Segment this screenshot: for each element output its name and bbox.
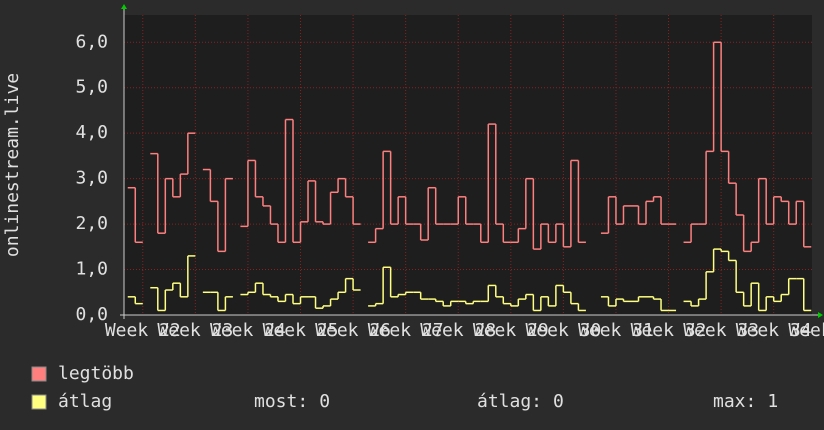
- x-tick-label: Week 33: [683, 320, 759, 341]
- stat-value: 1: [767, 391, 778, 412]
- x-tick-label: Week 31: [578, 320, 654, 341]
- stat-value: 0: [319, 391, 330, 412]
- x-tick-label: Week 34: [736, 320, 812, 341]
- stat-label: most:: [254, 391, 308, 412]
- plot-area: [124, 15, 812, 315]
- x-tick-label: Week 28: [420, 320, 496, 341]
- y-tick-label: 0,0: [75, 304, 108, 325]
- x-tick-label: Week 24: [210, 320, 286, 341]
- x-tick-label: Week 30: [525, 320, 601, 341]
- legend-label: legtöbb: [58, 363, 134, 384]
- y-tick-label: 6,0: [75, 31, 108, 52]
- x-tick-label: Week 27: [368, 320, 444, 341]
- legend-label: átlag: [58, 391, 112, 412]
- x-tick-label: Week 23: [157, 320, 233, 341]
- legend-swatch: [31, 366, 47, 382]
- stat-label: átlag:: [477, 391, 542, 412]
- y-tick-label: 3,0: [75, 168, 108, 189]
- y-axis-arrow: [121, 4, 127, 9]
- x-tick-label: Week 26: [315, 320, 391, 341]
- x-tick-label: Week 22: [105, 320, 181, 341]
- x-tick-label: Week 29: [473, 320, 549, 341]
- stat-value: 0: [553, 391, 564, 412]
- y-tick-label: 4,0: [75, 122, 108, 143]
- y-tick-label: 2,0: [75, 213, 108, 234]
- legend-swatch: [31, 394, 47, 410]
- x-tick-label: Week 25: [263, 320, 339, 341]
- y-axis-label: onlinestream.live: [2, 73, 23, 257]
- x-axis-arrow: [818, 312, 823, 318]
- y-tick-label: 5,0: [75, 77, 108, 98]
- stat-label: max:: [713, 391, 756, 412]
- x-tick-label: Week 35: [788, 320, 824, 341]
- x-tick-label: Week 32: [631, 320, 707, 341]
- y-tick-label: 1,0: [75, 259, 108, 280]
